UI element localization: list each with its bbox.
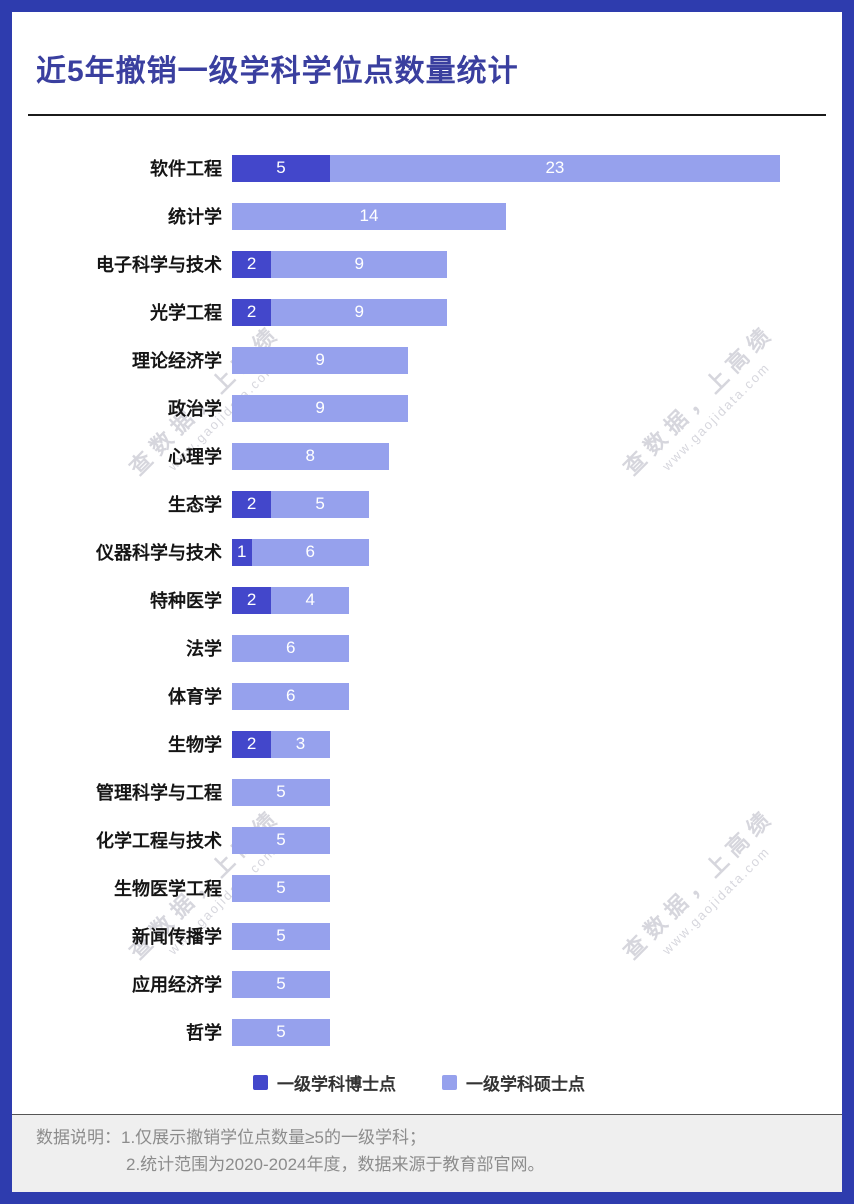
bar-segment: 5 [232, 922, 330, 950]
chart-row: 应用经济学 5 [20, 960, 818, 1008]
bar-segment: 9 [232, 346, 409, 374]
chart-row: 电子科学与技术 2 9 [20, 240, 818, 288]
bar-segment: 2 [232, 490, 272, 518]
chart-row: 仪器科学与技术 1 6 [20, 528, 818, 576]
chart-row: 政治学 9 [20, 384, 818, 432]
chart-row: 软件工程 5 23 [20, 144, 818, 192]
category-label: 哲学 [186, 1023, 222, 1043]
bar-segment: 4 [271, 586, 350, 614]
chart-row: 管理科学与工程 5 [20, 768, 818, 816]
category-label: 政治学 [168, 399, 222, 419]
category-label: 心理学 [168, 447, 222, 467]
chart-row: 统计学 14 [20, 192, 818, 240]
bar-track: 5 [232, 1018, 780, 1046]
chart-row: 体育学 6 [20, 672, 818, 720]
chart-row: 新闻传播学 5 [20, 912, 818, 960]
category-label: 生态学 [168, 495, 222, 515]
legend: 一级学科博士点 一级学科硕士点 [20, 1056, 818, 1105]
bar-segment: 5 [232, 154, 330, 182]
category-label: 新闻传播学 [132, 927, 222, 947]
doctoral-swatch [253, 1075, 268, 1090]
bar-track: 5 [232, 970, 780, 998]
category-label: 生物学 [168, 735, 222, 755]
bar-segment: 2 [232, 298, 272, 326]
chart-row: 理论经济学 9 [20, 336, 818, 384]
bar-segment: 6 [232, 634, 350, 662]
bar-segment: 9 [271, 298, 448, 326]
bar-segment: 6 [251, 538, 369, 566]
bar-track: 9 [232, 346, 780, 374]
bar-segment: 9 [232, 394, 409, 422]
bar-segment: 14 [232, 202, 506, 230]
category-label: 电子科学与技术 [96, 255, 222, 275]
footer-line-2: 2.统计范围为2020-2024年度，数据来源于教育部官网。 [126, 1154, 545, 1174]
legend-item-master: 一级学科硕士点 [442, 1070, 585, 1095]
bar-segment: 3 [271, 730, 330, 758]
bar-track: 9 [232, 394, 780, 422]
chart-row: 生物学 2 3 [20, 720, 818, 768]
bar-segment: 2 [232, 586, 272, 614]
category-label: 法学 [186, 639, 222, 659]
category-label: 光学工程 [150, 303, 222, 323]
bar-segment: 6 [232, 682, 350, 710]
category-label: 软件工程 [150, 159, 222, 179]
bar-segment: 9 [271, 250, 448, 278]
chart-row: 生物医学工程 5 [20, 864, 818, 912]
bar-track: 5 [232, 778, 780, 806]
category-label: 应用经济学 [132, 975, 222, 995]
bar-segment: 5 [271, 490, 369, 518]
footer-line-1: 数据说明：1.仅展示撤销学位点数量≥5的一级学科； [36, 1128, 426, 1148]
category-label: 统计学 [168, 207, 222, 227]
legend-item-doctoral: 一级学科博士点 [253, 1070, 396, 1095]
chart-row: 心理学 8 [20, 432, 818, 480]
bar-chart: 软件工程 5 23 统计学 14 电子科学与技术 2 9 光学工程 2 9 理论经济学 9 政治学 9 心理学… [12, 116, 842, 1105]
category-label: 管理科学与工程 [96, 783, 222, 803]
bar-track: 5 [232, 922, 780, 950]
bar-track: 5 [232, 874, 780, 902]
header: 近5年撤销一级学科学位点数量统计 [12, 12, 842, 114]
chart-row: 光学工程 2 9 [20, 288, 818, 336]
category-label: 体育学 [168, 687, 222, 707]
footer-note: 数据说明：1.仅展示撤销学位点数量≥5的一级学科； 2.统计范围为2020-20… [12, 1114, 842, 1192]
bar-segment: 2 [232, 250, 272, 278]
category-label: 仪器科学与技术 [96, 543, 222, 563]
bar-track: 8 [232, 442, 780, 470]
master-swatch [442, 1075, 457, 1090]
bar-segment: 8 [232, 442, 389, 470]
bar-segment: 5 [232, 874, 330, 902]
category-label: 化学工程与技术 [96, 831, 222, 851]
title-divider [28, 114, 826, 116]
bar-track: 6 [232, 634, 780, 662]
chart-row: 哲学 5 [20, 1008, 818, 1056]
legend-label-doctoral: 一级学科博士点 [277, 1075, 396, 1094]
bar-track: 5 [232, 826, 780, 854]
category-label: 特种医学 [150, 591, 222, 611]
chart-row: 法学 6 [20, 624, 818, 672]
bar-segment: 1 [232, 538, 252, 566]
chart-row: 生态学 2 5 [20, 480, 818, 528]
bar-segment: 5 [232, 826, 330, 854]
bar-track: 6 [232, 682, 780, 710]
bar-segment: 5 [232, 778, 330, 806]
chart-rows: 软件工程 5 23 统计学 14 电子科学与技术 2 9 光学工程 2 9 理论经济学 9 政治学 9 心理学… [20, 144, 818, 1056]
category-label: 理论经济学 [132, 351, 222, 371]
category-label: 生物医学工程 [114, 879, 222, 899]
bar-track: 14 [232, 202, 780, 230]
bar-segment: 5 [232, 970, 330, 998]
chart-row: 化学工程与技术 5 [20, 816, 818, 864]
legend-label-master: 一级学科硕士点 [466, 1075, 585, 1094]
bar-track: 5 23 [232, 154, 780, 182]
chart-row: 特种医学 2 4 [20, 576, 818, 624]
bar-segment: 2 [232, 730, 272, 758]
page-title: 近5年撤销一级学科学位点数量统计 [36, 55, 519, 88]
bar-segment: 23 [329, 154, 780, 182]
bar-segment: 5 [232, 1018, 330, 1046]
